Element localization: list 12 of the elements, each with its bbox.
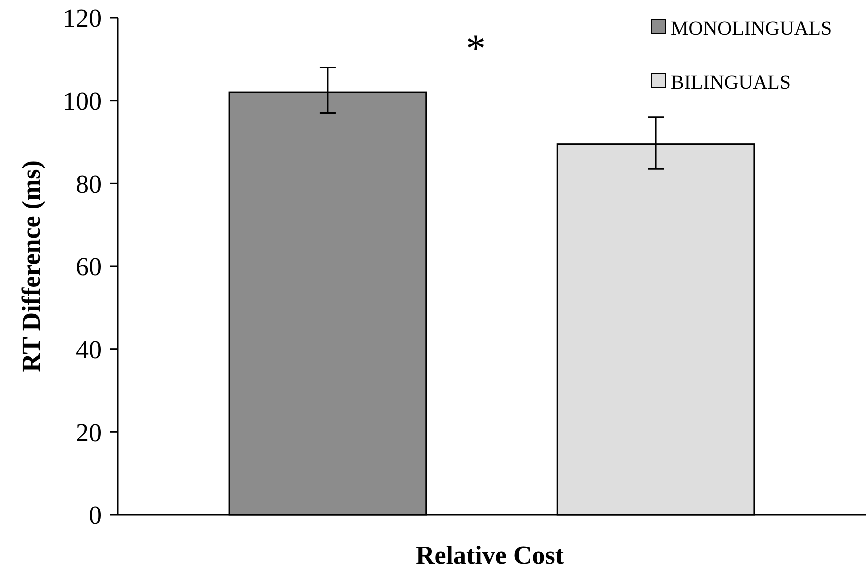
legend-label: MONOLINGUALS: [671, 18, 832, 40]
y-tick-label: 60: [76, 252, 102, 282]
y-tick-label: 80: [76, 170, 102, 199]
y-tick-label: 40: [76, 335, 102, 364]
annotation: *: [466, 26, 486, 71]
y-tick-label: 100: [63, 86, 102, 116]
y-tick-label: 0: [89, 501, 102, 530]
y-axis-title: RT Difference (ms): [17, 160, 46, 372]
y-tick-label: 20: [76, 418, 102, 448]
legend-label: BILINGUALS: [671, 72, 791, 94]
y-tick-label: 120: [63, 4, 102, 34]
x-axis-title: Relative Cost: [416, 541, 564, 570]
